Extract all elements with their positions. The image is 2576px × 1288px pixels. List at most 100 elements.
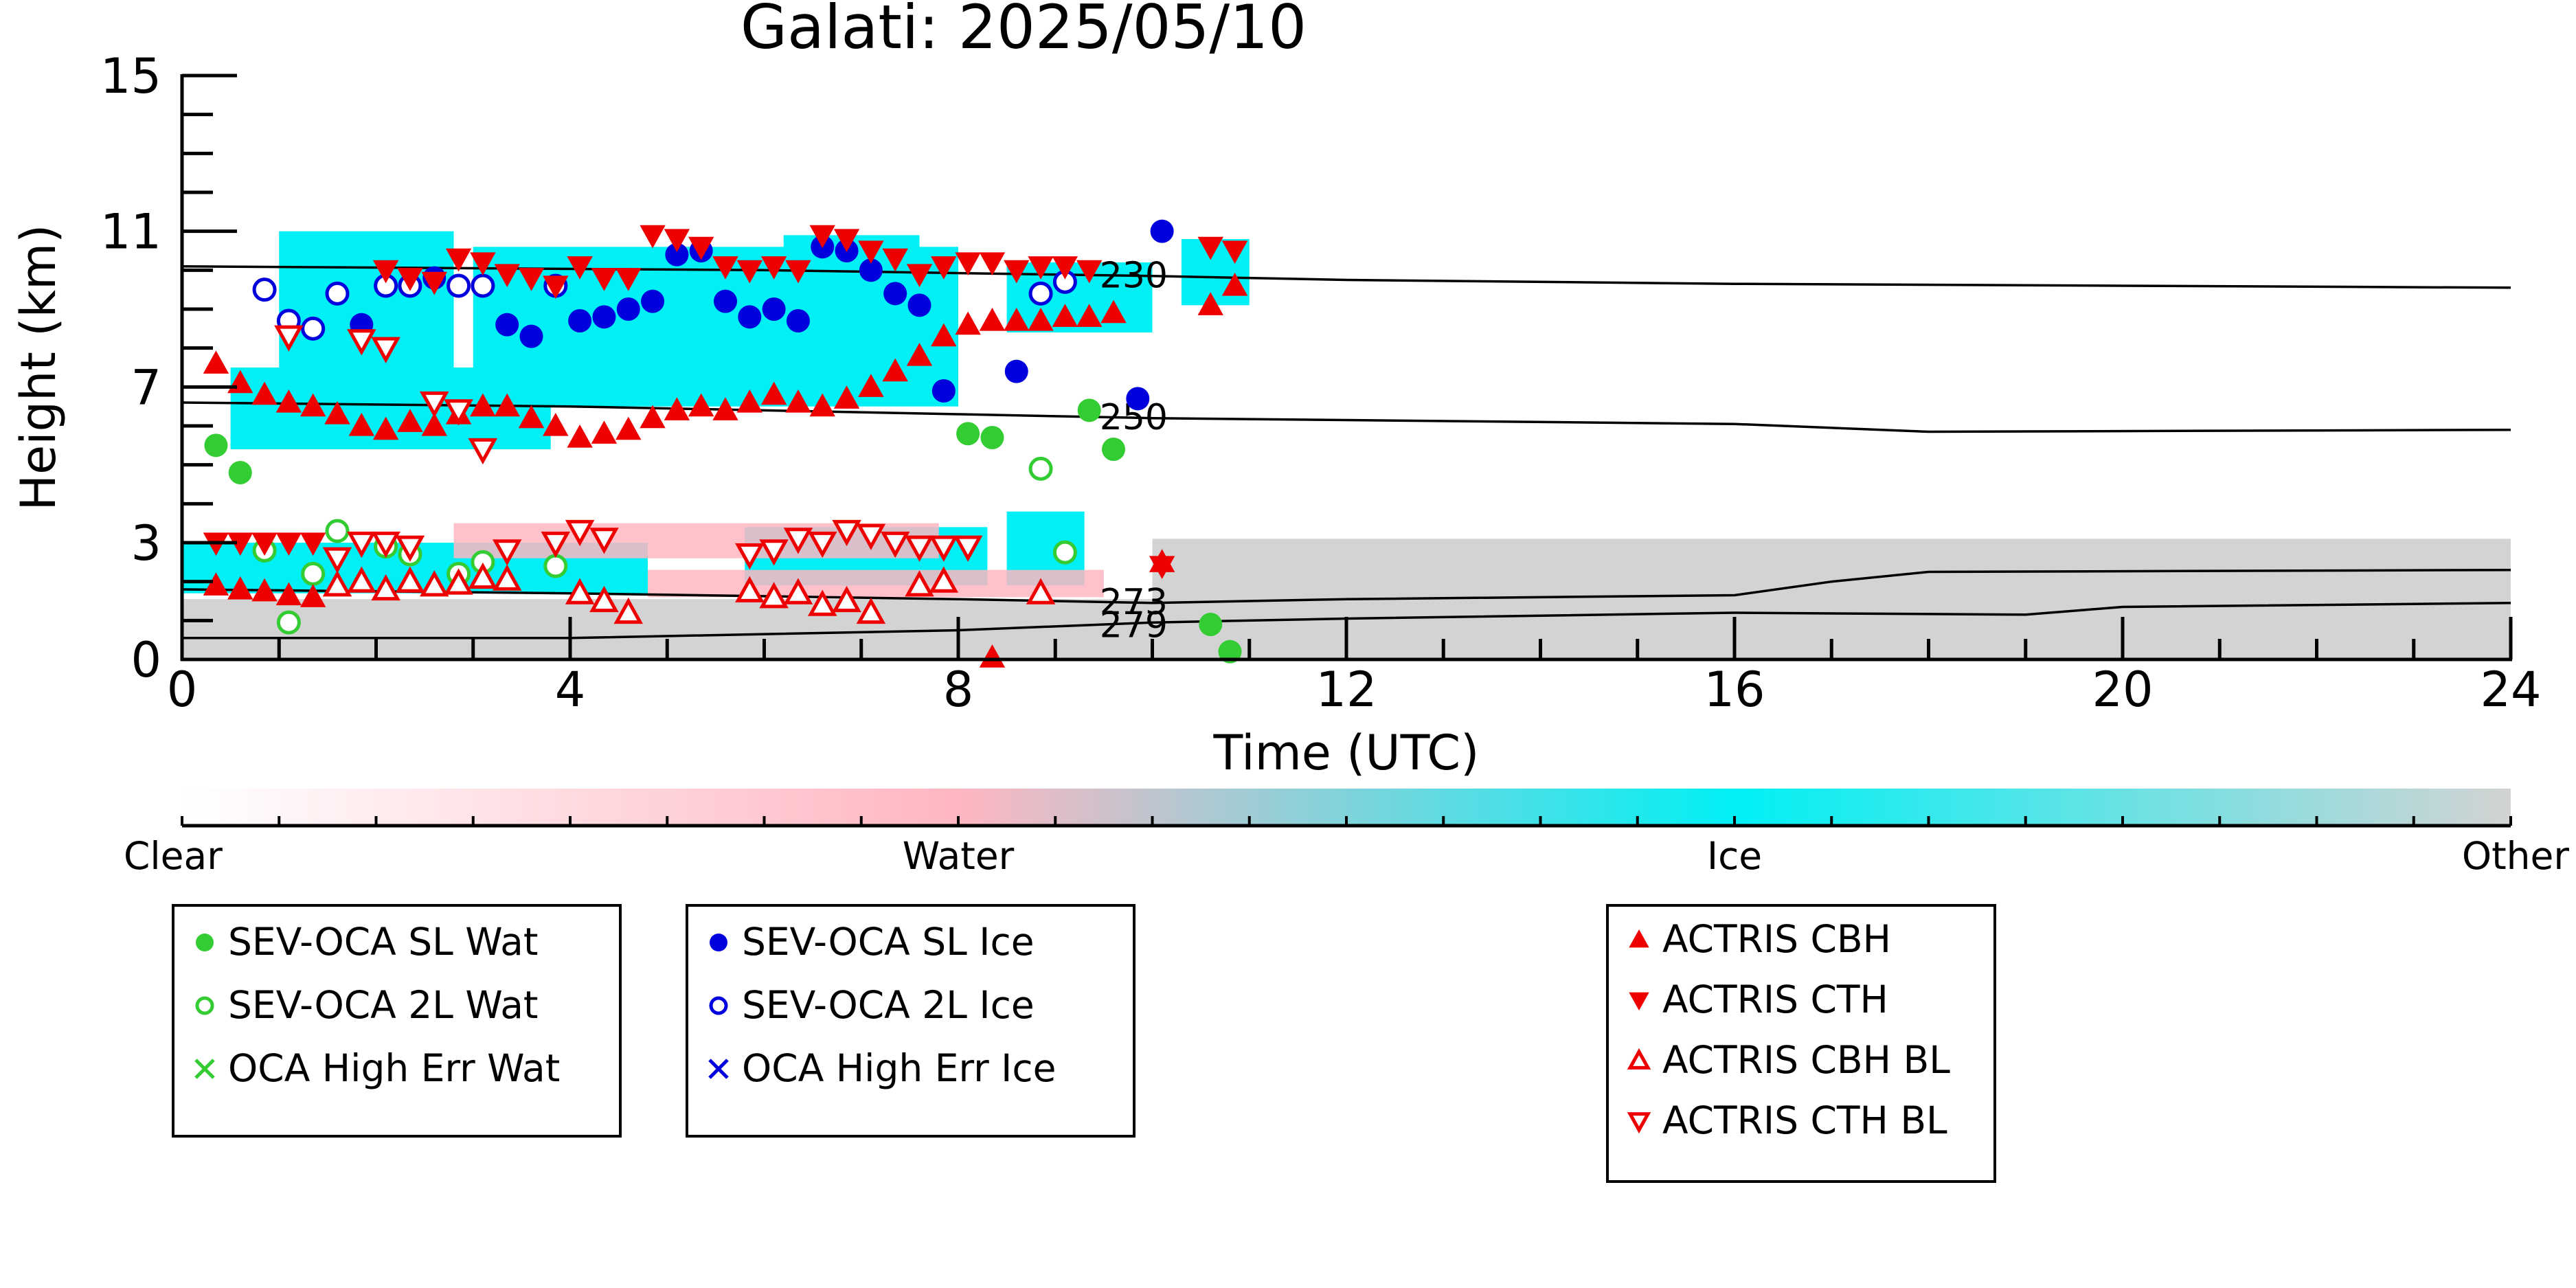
marker-actris-cbh-bl [468,562,498,589]
x-axis-label: Time (UTC) [1213,725,1480,781]
legend-item-sev-oca-2l-wat: SEV-OCA 2L Wat [191,986,539,1024]
marker-actris-cbh-bl [1026,578,1056,605]
legend-marker [196,933,214,951]
legend-marker [710,933,727,951]
marker-actris-cbh [809,393,835,417]
marker-actris-cth [470,252,496,276]
marker-sev-oca-sl-ice [592,305,616,329]
colorbar-labels: Clear Water Ice Other [124,834,2569,878]
marker-actris-cbh-bl [929,566,959,593]
marker-actris-cth [664,229,690,253]
legend-marker-icon [710,933,727,951]
marker-sev-oca-2l-ice [301,316,326,341]
legend-item-sev-oca-2l-ice: SEV-OCA 2L Ice [705,986,1035,1024]
marker-sev-oca-sl-wat [980,426,1004,449]
legend-label: SEV-OCA SL Ice [742,920,1035,964]
x-tick-label: 20 [2092,662,2153,718]
marker-actris-cth-bl [347,329,376,356]
marker-actris-cth [372,260,399,284]
marker-actris-cbh [736,389,763,413]
legend-actris: ACTRIS CBH ACTRIS CTH ACTRIS CBH BL ACTRIS … [1606,904,1996,1183]
colorbar-label-clear: Clear [124,834,223,878]
marker-actris-cth [518,268,545,291]
marker-actris-cbh [955,311,981,335]
isotherm-250 [182,401,2511,433]
marker-sev-oca-sl-wat [1218,640,1242,664]
legend-marker [1627,1048,1651,1070]
marker-actris-cth [1004,260,1030,284]
marker-actris-cth-bl [905,535,934,562]
colorbar-label-ice: Ice [1707,834,1762,878]
marker-actris-cth-bl [565,519,595,547]
marker-actris-cbh-bl [420,570,449,597]
isotherm-label-230: 230 [1100,256,1168,297]
marker-actris-cth-bl [468,438,498,465]
x-tick-label: 4 [555,662,586,718]
y-tick-label: 0 [131,632,161,688]
marker-actris-cbh [518,405,545,429]
legend-marker-icon [1627,1111,1651,1133]
legend-marker [709,996,728,1015]
marker-actris-cbh [833,385,860,409]
marker-actris-cth [931,256,957,280]
marker-actris-cbh [1076,304,1103,327]
marker-actris-cbh-bl [783,578,813,605]
marker-sev-oca-2l-ice [252,278,277,302]
marker-sev-oca-sl-ice [907,293,931,317]
marker-actris-cth-bl [492,539,522,566]
marker-sev-oca-sl-ice [1126,387,1150,411]
y-tick-label: 15 [100,48,161,104]
marker-actris-cth-bl [759,539,789,566]
legend-item-oca-high-err-ice: OCA High Err Ice [705,1050,1056,1087]
marker-actris-cbh-bl [856,597,886,624]
marker-actris-cth [760,256,787,280]
marker-actris-cbh [324,400,350,425]
colorbar-label-water: Water [903,834,1015,878]
marker-actris-cbh [688,393,714,417]
cloud-region-water [453,523,939,558]
marker-actris-cbh-bl [735,576,765,602]
marker-actris-cth-bl [274,325,304,352]
marker-actris-cbh-bl [759,582,789,609]
x-tick-label: 24 [2480,662,2541,718]
marker-actris-cbh-bl [613,597,643,624]
legend-label: ACTRIS CTH [1662,978,1888,1021]
marker-actris-cth [1028,256,1054,280]
marker-actris-cbh-bl [832,585,861,613]
marker-actris-cth [591,268,618,291]
marker-actris-cbh [372,416,399,440]
marker-actris-cth [809,225,835,249]
marker-actris-cth [567,256,593,280]
marker-actris-cth [494,264,520,288]
marker-sev-oca-sl-ice [616,297,640,321]
marker-actris-cbh-bl [322,570,352,597]
legend-marker [195,996,214,1015]
x-tick-label: 0 [167,662,198,718]
marker-actris-cbh [397,409,423,432]
marker-sev-oca-2l-wat [325,519,350,543]
marker-sev-oca-2l-ice [325,281,350,306]
marker-actris-cbh [931,323,957,347]
marker-actris-cth [785,260,811,284]
legend-marker-icon [1629,929,1649,947]
marker-actris-cbh-bl [492,564,522,591]
marker-actris-cbh [470,393,496,417]
marker-actris-cbh [300,393,326,417]
marker-actris-cbh [979,644,1006,668]
legend-label: ACTRIS CBH [1662,917,1891,961]
marker-actris-cth [1221,240,1248,264]
marker-actris-cbh-bl [444,568,473,595]
legend-item-actris-cth: ACTRIS CTH [1625,981,1888,1019]
marker-sev-oca-sl-ice [931,379,956,403]
marker-actris-cth-bl [856,523,886,550]
y-tick-label: 3 [131,515,161,572]
marker-actris-cbh [1100,300,1127,324]
marker-actris-cth-bl [371,337,400,363]
marker-actris-cth [712,256,738,280]
marker-sev-oca-sl-ice [714,289,737,313]
marker-actris-cth [1076,260,1103,284]
marker-actris-cbh [1052,304,1078,327]
legend-marker-icon [196,933,214,951]
marker-actris-cbh [712,397,738,420]
legend-marker [1629,929,1649,947]
